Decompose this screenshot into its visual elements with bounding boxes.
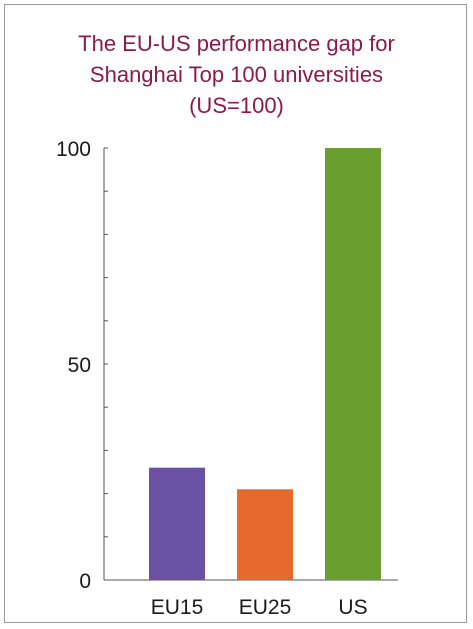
chart-title: The EU-US performance gap for Shanghai T… — [0, 28, 473, 121]
chart-frame — [4, 4, 467, 623]
x-tick-label-eu25: EU25 — [239, 596, 292, 619]
y-tick-label-100: 100 — [56, 138, 91, 161]
bar-eu15 — [149, 467, 205, 580]
y-tick-label-0: 0 — [79, 570, 91, 593]
bar-us — [325, 148, 381, 580]
bar-eu25 — [237, 489, 293, 580]
chart-title-line-3: (US=100) — [189, 93, 284, 118]
chart-title-line-2: Shanghai Top 100 universities — [89, 62, 384, 87]
chart-title-line-1: The EU-US performance gap for — [78, 31, 395, 56]
y-tick-label-50: 50 — [68, 354, 91, 377]
x-tick-label-us: US — [338, 596, 367, 619]
x-tick-label-eu15: EU15 — [151, 596, 204, 619]
